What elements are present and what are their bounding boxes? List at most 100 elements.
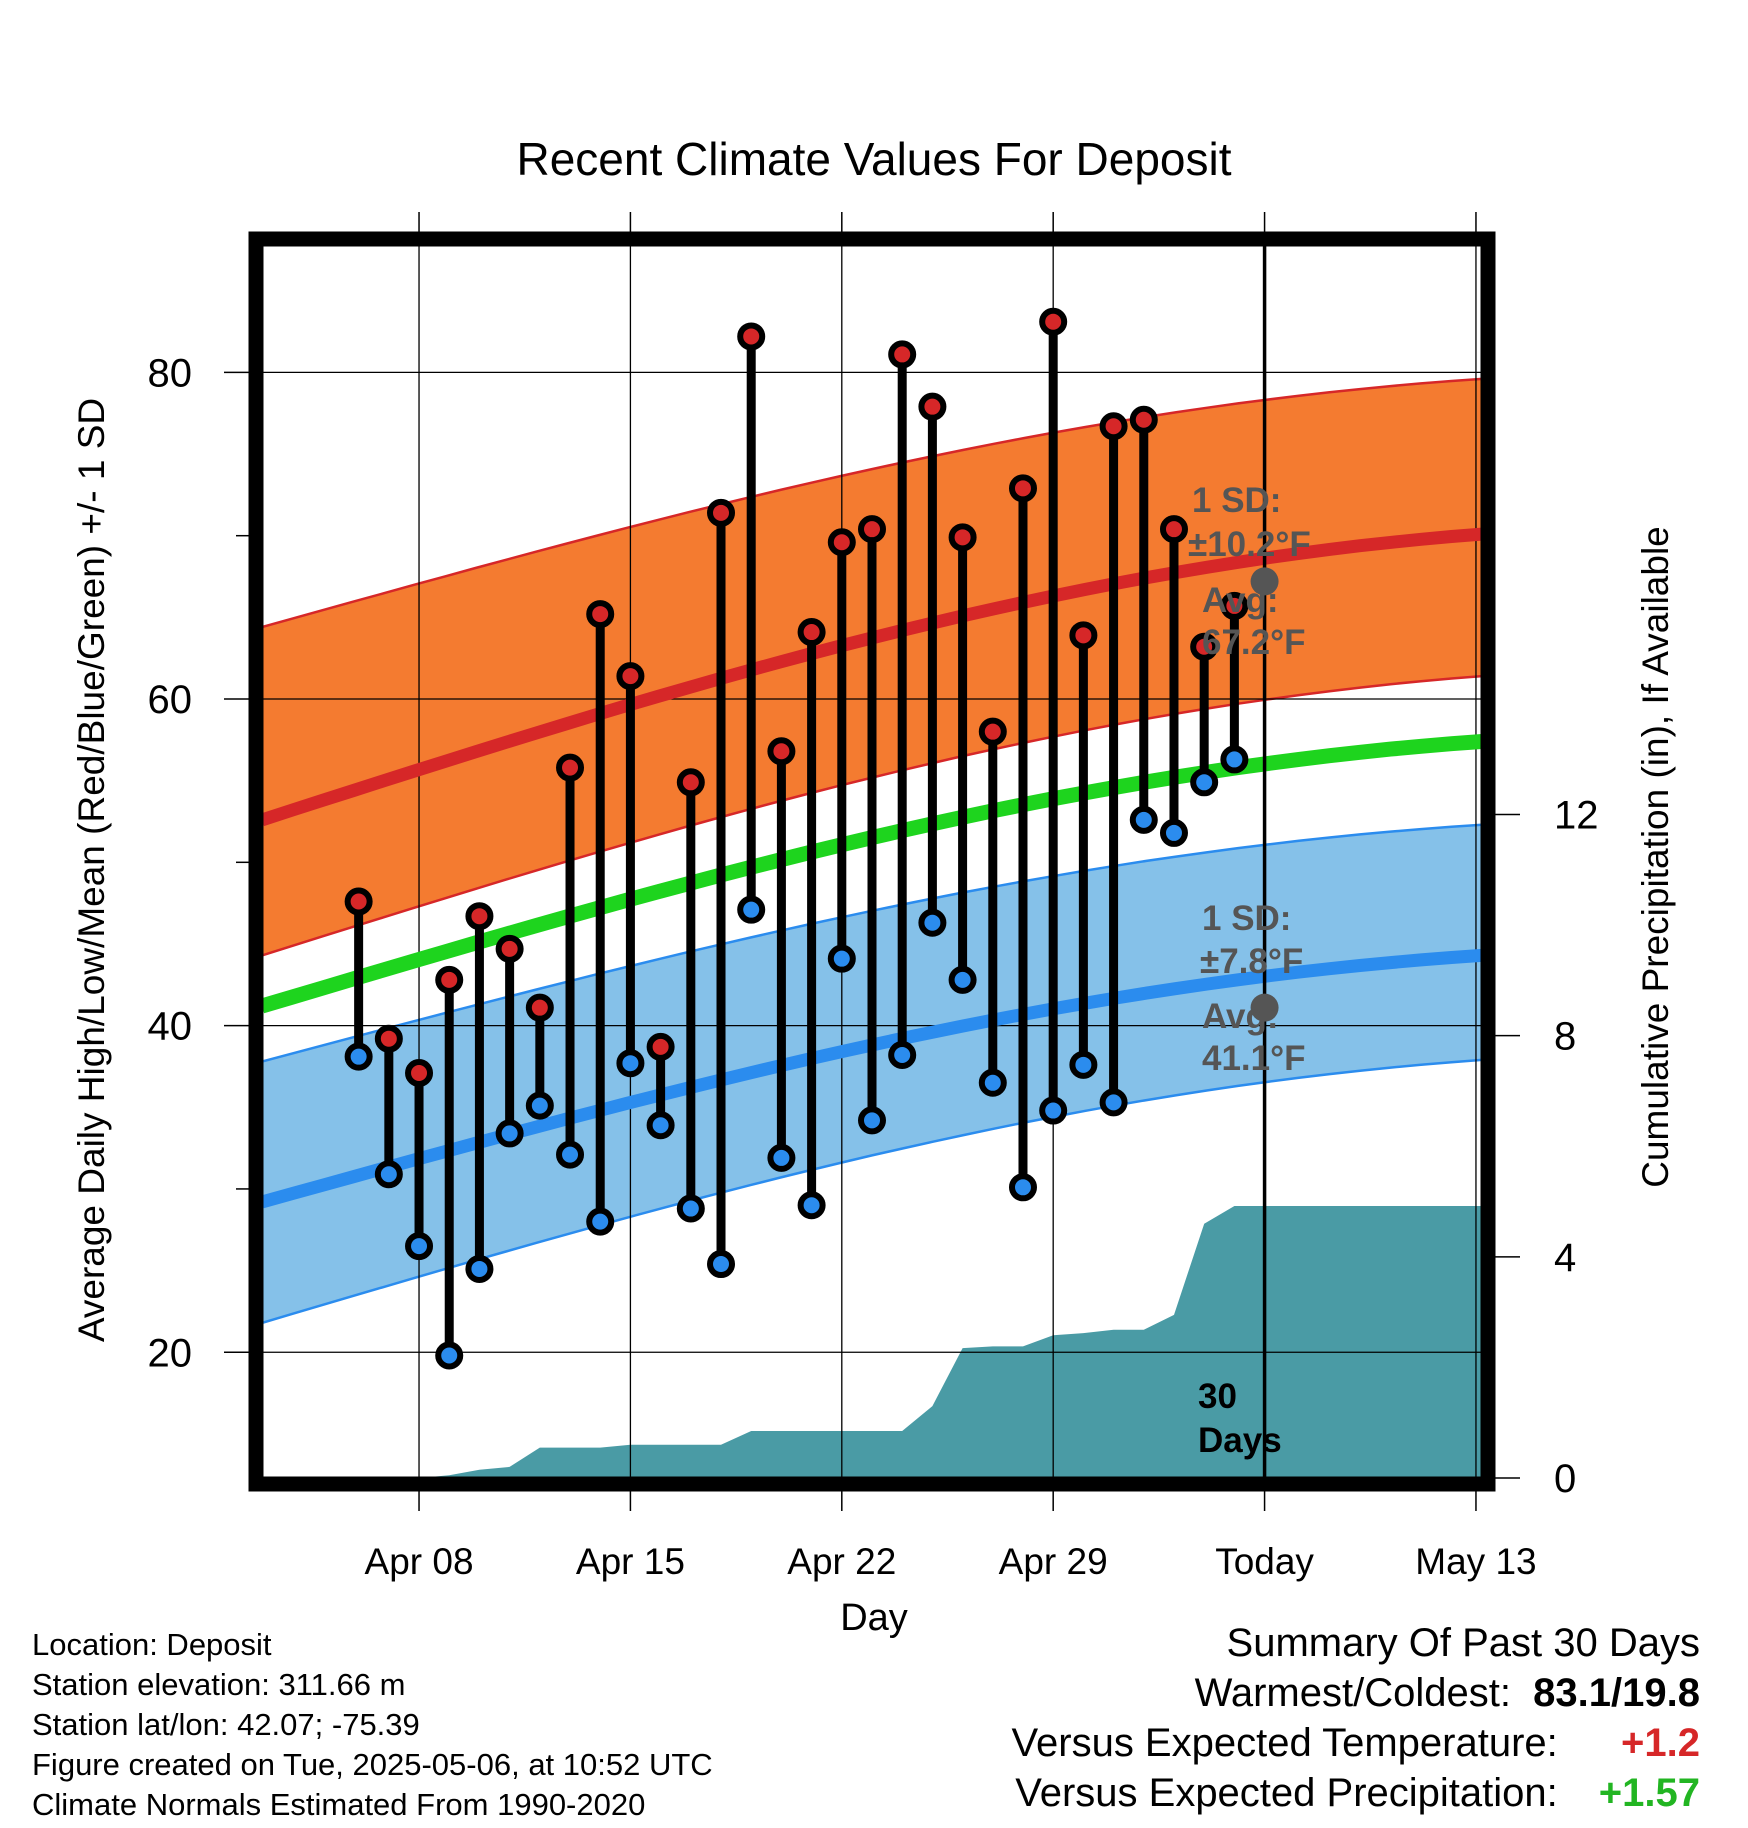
chart-title: Recent Climate Values For Deposit [517,133,1232,185]
low-temp-point [888,1041,917,1070]
y-axis-label: Average Daily High/Low/Mean (Red/Blue/Gr… [71,398,112,1342]
y2-axis-label: Cumulative Precipitation (in), If Availa… [1635,526,1676,1188]
today-high-avg-marker [1250,567,1279,596]
low-temp-point [374,1160,403,1189]
warm-cold-value: 83.1/19.8 [1533,1671,1700,1715]
location-text: Location: Deposit [32,1627,272,1662]
y-tick-label: 60 [148,678,193,722]
high-temp-point [1190,632,1219,661]
high-temp-point [707,498,736,527]
low-temp-point [767,1143,796,1172]
precip-value: +1.57 [1598,1771,1700,1815]
high-temp-point [888,340,917,369]
low-temp-point [1039,1096,1068,1125]
x-tick-label: Apr 08 [365,1541,474,1582]
y2-tick-label: 0 [1554,1457,1576,1501]
high-temp-point [948,523,977,552]
low-temp-point [344,1042,373,1071]
high-temp-point [495,934,524,963]
station-info: Location: Deposit Station elevation: 311… [32,1625,713,1825]
high-sd-label: 1 SD: [1192,481,1281,520]
high-temp-point [1008,474,1037,503]
high-temp-point [978,717,1007,746]
low-sd-value: ±7.8°F [1200,942,1303,981]
high-temp-point [616,662,645,691]
warm-cold-label: Warmest/Coldest: [1194,1671,1511,1715]
low-temp-point [495,1119,524,1148]
low-temp-point [616,1049,645,1078]
low-temp-point [948,965,977,994]
low-temp-point [405,1232,434,1261]
high-temp-point [1099,412,1128,441]
high-temp-point [797,618,826,647]
x-tick-label: May 13 [1415,1541,1536,1582]
high-avg-label: Avg: [1202,581,1278,620]
high-temp-point [767,737,796,766]
high-band-upper-edge [262,377,1482,629]
high-temp-point [1220,591,1249,620]
low-temp-point [1129,805,1158,834]
high-temp-point [344,887,373,916]
low-temp-point [827,944,856,973]
high-temp-point [1069,621,1098,650]
high-temp-point [646,1032,675,1061]
precip-label: Versus Expected Precipitation: [1015,1771,1558,1815]
low-avg-value: 41.1°F [1202,1039,1306,1078]
created-text: Figure created on Tue, 2025-05-06, at 10… [32,1747,713,1782]
y-tick-label: 20 [148,1331,193,1375]
low-temp-point [586,1207,615,1236]
low-temp-point [646,1111,675,1140]
high-avg-value: 67.2°F [1202,623,1306,662]
low-temp-point [1008,1173,1037,1202]
low-avg-label: Avg: [1202,997,1278,1036]
low-temp-point [1069,1050,1098,1079]
precipitation-area [388,1206,1482,1478]
low-temp-point [1099,1088,1128,1117]
days-count-label: 30 [1198,1377,1237,1416]
high-temp-point [918,392,947,421]
high-temp-point [676,768,705,797]
plot-layers [262,245,1482,1478]
low-temp-point [918,908,947,937]
low-temp-point [978,1068,1007,1097]
high-temp-point [1129,405,1158,434]
summary-warm-cold-row: Warmest/Coldest: 83.1/19.8 [1012,1668,1700,1718]
y-tick-label: 40 [148,1005,193,1049]
summary-panel: Summary Of Past 30 Days Warmest/Coldest:… [1012,1618,1700,1818]
x-tick-label: Today [1215,1541,1314,1582]
x-tick-label: Apr 29 [999,1541,1108,1582]
high-temp-point [586,600,615,629]
summary-title: Summary Of Past 30 Days [1226,1621,1700,1665]
high-temp-point [1159,515,1188,544]
low-temp-point [737,895,766,924]
high-temp-point [374,1024,403,1053]
plot-frame [248,231,1496,1492]
high-temp-point [525,993,554,1022]
low-temp-point [858,1106,886,1135]
summary-temp-row: Versus Expected Temperature: +1.2 [1012,1718,1700,1768]
low-band-lower-edge [262,1058,1482,1325]
high-temp-point [827,528,856,557]
high-temp-point [858,515,886,544]
low-sd-label: 1 SD: [1202,899,1291,938]
low-temp-point [676,1194,705,1223]
y2-tick-label: 4 [1554,1236,1576,1280]
days-word-label: Days [1198,1421,1282,1460]
high-temp-point [1039,307,1068,336]
low-temp-point [1190,768,1219,797]
high-temp-point [737,322,766,351]
low-temp-point [556,1140,585,1169]
high-temp-point [556,753,585,782]
latlon-text: Station lat/lon: 42.07; -75.39 [32,1707,420,1742]
high-temp-point [465,902,494,931]
y2-tick-label: 12 [1554,794,1599,838]
elevation-text: Station elevation: 311.66 m [32,1667,406,1702]
temp-value: +1.2 [1621,1721,1700,1765]
low-temp-point [435,1341,464,1370]
y2-tick-label: 8 [1554,1015,1576,1059]
today-low-avg-marker [1250,993,1279,1022]
x-tick-label: Apr 22 [787,1541,896,1582]
low-temp-point [707,1250,736,1279]
